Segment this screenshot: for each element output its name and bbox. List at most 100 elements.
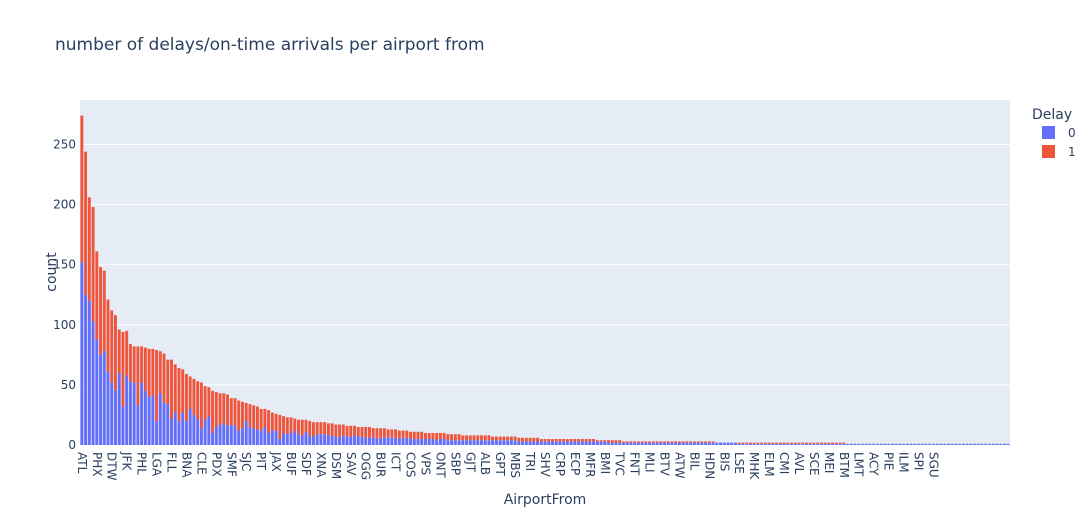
bar-series-0[interactable]: [790, 443, 793, 445]
bar-series-1[interactable]: [326, 423, 330, 436]
bar-series-0[interactable]: [831, 443, 835, 445]
bar-series-1[interactable]: [125, 330, 129, 376]
bar-series-1[interactable]: [297, 419, 300, 435]
bar-series-1[interactable]: [577, 438, 581, 442]
bar-series-1[interactable]: [140, 346, 144, 383]
bar-series-0[interactable]: [382, 437, 386, 445]
bar-series-0[interactable]: [838, 443, 842, 445]
bar-series-1[interactable]: [573, 438, 577, 442]
bar-series-1[interactable]: [285, 417, 289, 435]
bar-series-1[interactable]: [816, 442, 820, 444]
bar-series-1[interactable]: [610, 440, 614, 443]
bar-series-1[interactable]: [233, 398, 237, 426]
bar-series-1[interactable]: [457, 434, 461, 441]
bar-series-1[interactable]: [158, 351, 162, 394]
bar-series-0[interactable]: [446, 440, 450, 445]
bar-series-0[interactable]: [106, 371, 110, 445]
bar-series-0[interactable]: [894, 443, 898, 445]
bar-series-1[interactable]: [397, 430, 401, 439]
bar-series-0[interactable]: [300, 435, 304, 445]
bar-series-0[interactable]: [883, 443, 887, 445]
bar-series-1[interactable]: [199, 382, 203, 429]
bar-series-0[interactable]: [368, 437, 371, 445]
bar-series-1[interactable]: [487, 435, 491, 441]
bar-series-1[interactable]: [278, 414, 282, 439]
bar-series-0[interactable]: [659, 442, 663, 445]
bar-series-1[interactable]: [226, 394, 229, 426]
bar-series-1[interactable]: [229, 398, 233, 425]
bar-series-0[interactable]: [554, 441, 558, 445]
bar-series-0[interactable]: [569, 441, 573, 445]
bar-series-1[interactable]: [640, 441, 644, 443]
bar-series-0[interactable]: [819, 443, 823, 445]
bar-series-1[interactable]: [311, 422, 315, 437]
bar-series-1[interactable]: [405, 430, 409, 438]
bar-series-0[interactable]: [961, 443, 965, 445]
bar-series-1[interactable]: [155, 350, 159, 421]
bar-series-1[interactable]: [99, 267, 102, 355]
bar-series-1[interactable]: [614, 440, 618, 443]
bar-series-1[interactable]: [106, 299, 110, 372]
bar-series-0[interactable]: [980, 443, 984, 445]
bar-series-0[interactable]: [199, 428, 203, 445]
bar-series-0[interactable]: [416, 438, 420, 445]
bar-series-1[interactable]: [379, 428, 383, 438]
bar-series-0[interactable]: [864, 443, 868, 445]
bar-series-0[interactable]: [480, 440, 483, 445]
bar-series-1[interactable]: [517, 437, 521, 442]
bar-series-0[interactable]: [311, 436, 315, 445]
bar-series-0[interactable]: [909, 443, 913, 445]
bar-series-0[interactable]: [315, 434, 319, 445]
bar-series-0[interactable]: [674, 442, 678, 445]
bar-series-1[interactable]: [128, 344, 132, 382]
bar-series-0[interactable]: [562, 441, 566, 445]
bar-series-1[interactable]: [420, 431, 424, 439]
bar-series-1[interactable]: [689, 441, 693, 443]
bar-series-1[interactable]: [745, 442, 749, 444]
bar-series-0[interactable]: [842, 443, 846, 445]
bar-series-0[interactable]: [898, 443, 902, 445]
bar-series-0[interactable]: [861, 443, 864, 445]
bar-series-0[interactable]: [816, 443, 820, 445]
bar-series-1[interactable]: [760, 442, 764, 444]
bar-series-0[interactable]: [509, 440, 513, 445]
bar-series-0[interactable]: [166, 404, 170, 445]
bar-series-0[interactable]: [278, 438, 282, 445]
bar-series-1[interactable]: [678, 441, 681, 443]
bar-series-0[interactable]: [371, 436, 375, 445]
bar-series-0[interactable]: [890, 443, 894, 445]
bar-series-0[interactable]: [943, 443, 947, 445]
bar-series-0[interactable]: [233, 425, 237, 445]
bar-series-0[interactable]: [935, 443, 939, 445]
bar-series-1[interactable]: [468, 435, 472, 441]
bar-series-0[interactable]: [147, 396, 151, 445]
bar-series-1[interactable]: [282, 416, 286, 433]
bar-series-0[interactable]: [360, 436, 364, 445]
bar-series-1[interactable]: [293, 418, 297, 431]
bar-series-1[interactable]: [480, 435, 483, 441]
bar-series-1[interactable]: [289, 417, 293, 433]
bar-series-0[interactable]: [117, 372, 121, 445]
bar-series-0[interactable]: [483, 440, 487, 445]
bar-series-1[interactable]: [255, 406, 259, 430]
bar-series-1[interactable]: [797, 442, 801, 444]
bar-series-0[interactable]: [222, 423, 226, 445]
bar-series-0[interactable]: [386, 436, 390, 445]
bar-series-0[interactable]: [584, 441, 588, 445]
bar-series-1[interactable]: [782, 442, 786, 444]
bar-series-0[interactable]: [319, 434, 323, 445]
bar-series-1[interactable]: [110, 310, 114, 383]
bar-series-0[interactable]: [128, 381, 132, 445]
bar-series-1[interactable]: [274, 413, 278, 431]
bar-series-0[interactable]: [633, 442, 637, 445]
bar-series-1[interactable]: [319, 422, 323, 435]
bar-series-0[interactable]: [345, 436, 349, 445]
bar-series-0[interactable]: [580, 441, 584, 445]
bar-series-1[interactable]: [711, 441, 715, 443]
bar-series-0[interactable]: [532, 441, 536, 445]
bar-series-0[interactable]: [913, 443, 917, 445]
bar-series-0[interactable]: [259, 430, 263, 445]
bar-series-0[interactable]: [879, 443, 883, 445]
bar-series-1[interactable]: [685, 441, 689, 443]
bar-series-0[interactable]: [988, 443, 991, 445]
